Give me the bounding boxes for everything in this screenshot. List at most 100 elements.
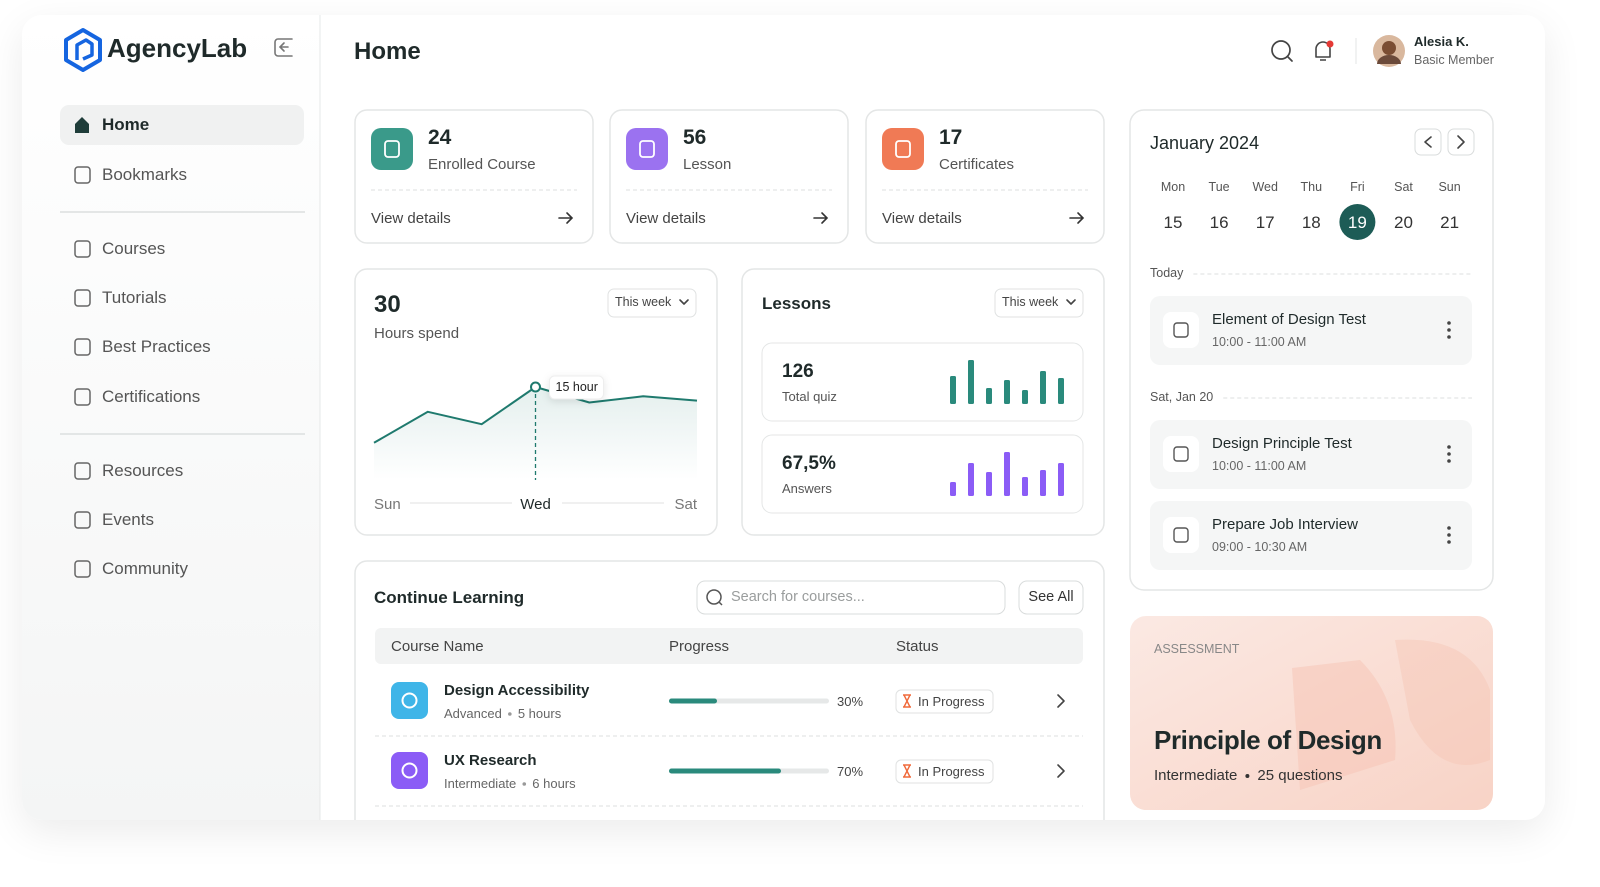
nav-item[interactable]: Best Practices	[102, 337, 211, 357]
assessment-card[interactable]	[1130, 616, 1493, 810]
dropdown-chevron	[679, 299, 689, 305]
day-number[interactable]: 15	[1163, 213, 1183, 233]
event-card[interactable]	[1150, 501, 1472, 570]
progress-bar	[669, 698, 717, 704]
search-icon	[706, 589, 722, 605]
nav-item[interactable]: Community	[102, 559, 188, 579]
stat-icon	[626, 128, 668, 170]
x-axis-label: Sat	[674, 495, 697, 513]
nav-icon	[74, 511, 91, 529]
day-number[interactable]: 18	[1301, 213, 1321, 233]
brand-logo-inner	[75, 38, 94, 61]
nav-item[interactable]: Home	[102, 115, 150, 135]
more-icon	[1447, 452, 1451, 456]
hours-label: Hours spend	[374, 324, 460, 342]
stat-card	[609, 109, 849, 244]
status-icon	[903, 694, 911, 708]
view-details-link[interactable]: View details	[371, 209, 451, 227]
column-header: Status	[896, 637, 939, 655]
day-number[interactable]: 20	[1394, 213, 1413, 233]
status-icon	[903, 764, 911, 778]
course-name[interactable]: Design Accessibility	[444, 681, 590, 699]
event-time: 10:00 - 11:00 AM	[1212, 335, 1307, 350]
bar	[968, 360, 974, 404]
see-all-label[interactable]: See All	[1028, 589, 1074, 605]
day-number[interactable]: 21	[1440, 213, 1460, 233]
nav-item[interactable]: Certifications	[102, 387, 201, 407]
day-number[interactable]: 19	[1347, 213, 1367, 233]
lesson-stat-label: Total quiz	[782, 388, 837, 404]
lessons-title: Lessons	[762, 294, 831, 314]
nav-item[interactable]: Resources	[102, 461, 184, 481]
meta-dot	[1245, 774, 1250, 778]
period-dropdown[interactable]	[607, 288, 697, 318]
assessment-level: Intermediate	[1154, 766, 1238, 784]
nav-item[interactable]: Courses	[102, 239, 166, 259]
weekday-label: Wed	[1252, 180, 1278, 195]
nav-active-bg	[60, 105, 304, 145]
bar	[1058, 463, 1064, 496]
event-title: Design Principle Test	[1212, 434, 1352, 452]
period-dropdown[interactable]	[994, 288, 1084, 318]
row-chevron	[1057, 694, 1065, 708]
view-details-link[interactable]: View details	[626, 209, 706, 227]
day-number[interactable]: 17	[1255, 213, 1275, 233]
lesson-stat-value: 67,5%	[782, 453, 836, 475]
nav-icon	[74, 388, 91, 406]
weekday-label: Sun	[1438, 180, 1461, 195]
event-title: Element of Design Test	[1212, 310, 1366, 328]
calendar-nav-chevron	[1424, 136, 1432, 148]
event-icon	[1173, 322, 1189, 338]
nav-item[interactable]: Bookmarks	[102, 165, 188, 185]
day-number[interactable]: 16	[1209, 213, 1229, 233]
event-card[interactable]	[1150, 296, 1472, 365]
course-name[interactable]: UX Research	[444, 751, 537, 769]
lesson-stat-label: Answers	[782, 480, 832, 496]
more-icon	[1447, 533, 1451, 537]
search-icon-handle	[1287, 56, 1293, 62]
nav-icon	[74, 462, 91, 480]
user-role: Basic Member	[1414, 53, 1494, 68]
column-header: Course Name	[391, 637, 484, 655]
line-area	[374, 387, 697, 480]
avatar-face	[1382, 41, 1396, 55]
calendar-nav-button[interactable]	[1414, 128, 1442, 156]
course-level: Intermediate	[444, 775, 517, 791]
view-details-link[interactable]: View details	[882, 209, 962, 227]
stat-icon-glyph	[639, 140, 655, 158]
weekday-label: Sat	[1394, 180, 1413, 195]
stat-icon	[882, 128, 924, 170]
weekday-label: Thu	[1300, 180, 1323, 195]
nav-icon	[74, 240, 91, 258]
progress-label: 30%	[837, 693, 864, 709]
bar	[1004, 380, 1010, 404]
x-axis-label: Wed	[520, 495, 551, 513]
row-chevron	[1057, 764, 1065, 778]
nav-item[interactable]: Events	[102, 510, 154, 530]
more-icon	[1447, 540, 1451, 544]
bar	[950, 376, 956, 404]
course-duration: 6 hours	[532, 775, 576, 791]
nav-icon	[74, 560, 91, 578]
event-card[interactable]	[1150, 420, 1472, 489]
lesson-stat-box	[761, 434, 1084, 514]
bell-icon[interactable]	[1315, 41, 1331, 61]
dropdown-chevron	[1066, 299, 1076, 305]
stat-value: 24	[428, 125, 452, 149]
arrow-icon	[1069, 212, 1085, 224]
nav-icon	[75, 117, 89, 133]
see-all-button[interactable]	[1018, 580, 1084, 615]
collapse-icon[interactable]	[274, 38, 293, 57]
search-box[interactable]	[696, 580, 1006, 615]
bar	[986, 388, 992, 404]
calendar-nav-button[interactable]	[1447, 128, 1475, 156]
nav-item[interactable]: Tutorials	[102, 288, 167, 308]
search-icon[interactable]	[1271, 40, 1291, 60]
hours-total: 30	[374, 291, 401, 319]
brand-logo	[64, 28, 102, 72]
tooltip	[549, 375, 604, 400]
event-time: 09:00 - 10:30 AM	[1212, 540, 1308, 555]
